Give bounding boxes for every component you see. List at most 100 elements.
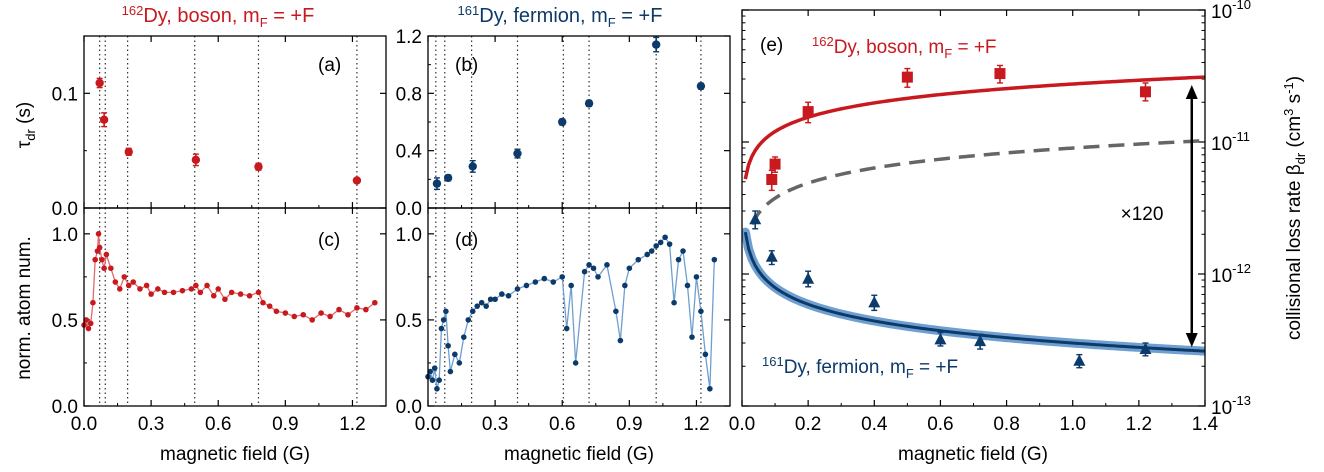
xtick-label-e-5: 1.0 [1060, 414, 1086, 435]
trace-point-c-30 [215, 286, 222, 292]
ylabel-rate-sub: dr [1293, 152, 1308, 164]
trace-point-d-5 [436, 377, 442, 383]
trace-point-c-27 [197, 289, 204, 296]
xtick-label-d-4: 1.2 [683, 414, 709, 435]
trace-point-c-37 [266, 303, 273, 309]
data-point-b-5 [584, 99, 594, 108]
trace-point-c-24 [179, 287, 186, 294]
trace-point-d-36 [604, 262, 610, 268]
panel-c: 0.0 0.3 0.6 0.9 1.2 0.0 0.5 1.0 [52, 208, 386, 435]
ylabel-tau-main: τ [14, 140, 35, 148]
panel-d: 0.0 0.3 0.6 0.9 1.2 0.0 0.5 1.0 [396, 208, 730, 435]
trace-point-d-17 [478, 299, 485, 306]
panel-label-d: (d) [455, 230, 478, 251]
trace-point-c-19 [143, 282, 150, 289]
data-point-a-4 [254, 162, 263, 171]
panel-b: 0.0 0.4 0.8 1.2 [396, 27, 730, 220]
trace-point-d-37 [613, 308, 619, 315]
xtick-label-c-4: 1.2 [339, 414, 365, 435]
trace-point-c-23 [170, 289, 177, 296]
data-point-a-2 [124, 147, 133, 157]
ytick-label-e-0: 10-13 [1211, 393, 1251, 419]
data-point-a-0 [95, 78, 104, 88]
trace-point-d-35 [595, 274, 601, 280]
ytick-label-c-0: 0.0 [52, 397, 78, 418]
data-point-b-4 [558, 117, 567, 127]
xtick-label-d-2: 0.6 [549, 414, 575, 435]
legend-boson: 162Dy, boson, mF = +F [812, 34, 997, 61]
trace-point-d-6 [438, 325, 445, 332]
legend-fermion-tail: = +F [914, 357, 958, 378]
trace-point-c-49 [372, 299, 378, 306]
trace-point-c-33 [237, 291, 244, 297]
trace-point-c-44 [327, 313, 333, 320]
trace-point-d-44 [653, 243, 659, 249]
trace-point-d-14 [465, 317, 472, 323]
trace-point-d-41 [635, 256, 642, 263]
ylabel-tau: τdr (s) [14, 102, 38, 149]
xlabel-d: magnetic field (G) [504, 444, 654, 465]
trace-point-d-21 [499, 291, 505, 297]
data-point-b-0 [432, 179, 442, 188]
xtick-label-e-2: 0.4 [861, 414, 888, 435]
ytick-label-d-0: 0.0 [396, 397, 422, 418]
title-left-sub: F [260, 15, 268, 30]
panel-e: 0.0 0.2 0.4 0.6 0.8 1.0 1.2 1.410-1310-1210-111… [729, 0, 1251, 435]
trace-point-c-36 [260, 299, 266, 306]
ytick-base-e-0: 10 [1211, 398, 1232, 419]
xtick-label-d-0: 0.0 [415, 414, 441, 435]
legend-fermion-text: Dy, fermion, m [784, 357, 906, 378]
trace-point-d-15 [469, 308, 476, 315]
xtick-label-d-1: 0.3 [482, 414, 508, 435]
fit-curves [742, 75, 1205, 356]
ytick-label-d-2: 1.0 [396, 225, 422, 246]
data-point-e-boson-3 [901, 71, 913, 83]
ytick-exp-e-1: -12 [1232, 261, 1251, 276]
trace-point-c-13 [112, 279, 119, 285]
trace-point-d-23 [514, 286, 521, 292]
trace-point-c-14 [116, 286, 123, 292]
data-point-a-3 [191, 155, 201, 165]
data-point-e-fermion-2 [802, 272, 815, 284]
ytick-label-b-2: 0.8 [396, 84, 422, 105]
legend-fermion: 161Dy, fermion, mF = +F [762, 354, 958, 381]
ytick-label-e-2: 10-11 [1211, 129, 1250, 155]
trace-point-d-13 [460, 334, 467, 340]
data-point-b-2 [468, 162, 477, 171]
data-point-e-boson-2 [802, 106, 814, 118]
trace-point-c-48 [363, 306, 369, 313]
trace-point-d-38 [617, 337, 624, 344]
panel-label-a: (a) [318, 55, 341, 76]
data-point-e-boson-4 [994, 68, 1006, 80]
xlabel-e: magnetic field (G) [898, 444, 1048, 465]
factor-arrow-head-top [1185, 85, 1198, 100]
trace-point-d-26 [541, 275, 548, 282]
xtick-label-c-1: 0.3 [138, 414, 164, 435]
trace-point-d-47 [666, 241, 673, 247]
data-point-a-1 [99, 115, 109, 124]
fit-line-scaled-dashed [743, 138, 1205, 249]
fit-line-fermion [743, 231, 1205, 353]
trace-point-d-16 [474, 303, 481, 309]
data-point-e-boson-5 [1139, 86, 1151, 98]
ytick-label-c-1: 0.5 [52, 311, 78, 332]
ytick-label-b-0: 0.0 [396, 199, 422, 220]
trace-point-c-10 [101, 265, 107, 272]
trace-point-d-25 [532, 279, 539, 285]
fit-line-boson [743, 75, 1205, 180]
xtick-label-c-2: 0.6 [205, 414, 231, 435]
trace-point-d-1 [427, 368, 434, 375]
trace-point-d-33 [586, 262, 592, 268]
ylabel-rate-main: collisional loss rate β [1284, 164, 1305, 340]
trace-point-d-18 [483, 303, 489, 309]
trace-point-d-39 [622, 282, 628, 289]
trace-point-d-24 [523, 282, 530, 289]
trace-point-c-3 [87, 320, 94, 327]
xtick-label-e-6: 1.2 [1126, 414, 1152, 435]
trace-point-c-2 [85, 325, 92, 332]
trace-point-c-42 [309, 317, 315, 323]
title-middle-text: Dy, fermion, m [479, 5, 608, 27]
frame-e [741, 9, 1206, 407]
data-point-e-fermion-0 [749, 212, 762, 225]
